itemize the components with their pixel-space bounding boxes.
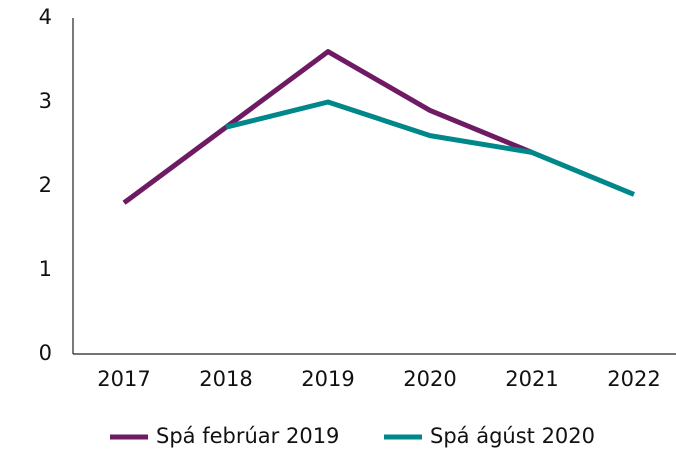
series-line xyxy=(225,99,635,197)
y-tick-label: 0 xyxy=(39,341,52,365)
x-tick-label: 2017 xyxy=(97,367,150,391)
x-tick-label: 2022 xyxy=(607,367,660,391)
y-tick-label: 2 xyxy=(39,173,52,197)
y-tick-label: 3 xyxy=(39,89,52,113)
y-tick-label: 4 xyxy=(39,5,52,29)
series-line xyxy=(122,49,533,205)
y-tick-label: 1 xyxy=(39,257,52,281)
x-tick-label: 2019 xyxy=(301,367,354,391)
legend-label: Spá ágúst 2020 xyxy=(430,424,595,448)
legend-label: Spá febrúar 2019 xyxy=(156,424,339,448)
x-tick-label: 2021 xyxy=(505,367,558,391)
x-tick-label: 2020 xyxy=(403,367,456,391)
x-tick-label: 2018 xyxy=(199,367,252,391)
